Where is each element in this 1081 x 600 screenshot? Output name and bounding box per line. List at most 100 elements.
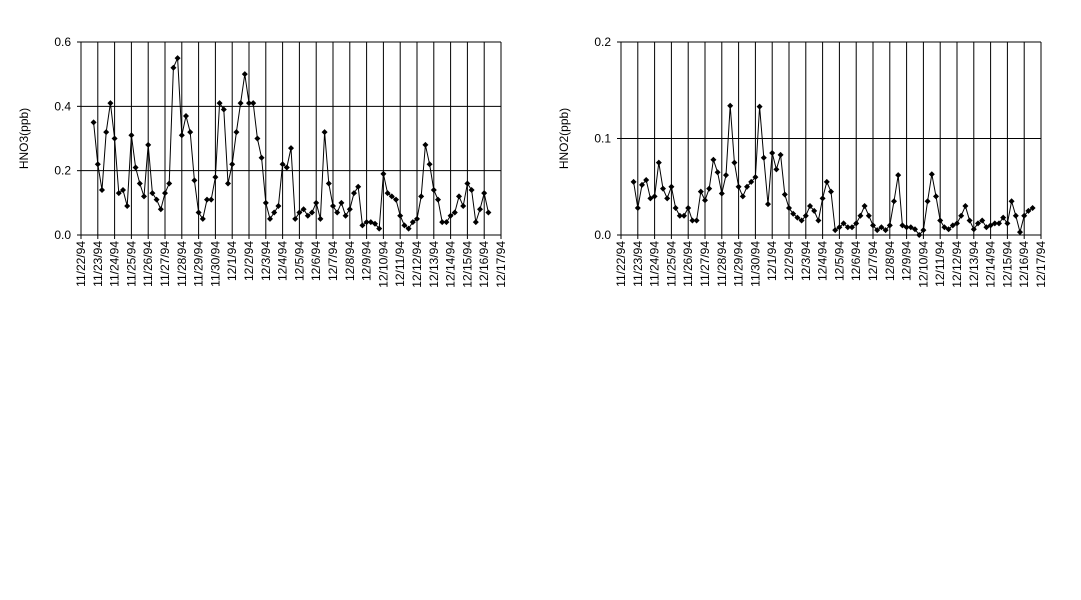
marker xyxy=(983,224,990,231)
marker xyxy=(397,212,404,219)
series-line xyxy=(93,57,489,230)
marker xyxy=(979,217,986,224)
marker xyxy=(435,196,441,203)
marker xyxy=(141,193,147,200)
marker xyxy=(191,177,198,184)
marker xyxy=(288,145,294,152)
marker xyxy=(882,227,889,234)
marker xyxy=(748,178,755,185)
marker xyxy=(346,206,353,213)
marker xyxy=(802,212,809,219)
marker xyxy=(216,100,223,107)
x-tick-label: 11/25/94 xyxy=(124,241,138,287)
marker xyxy=(1025,207,1032,214)
marker xyxy=(639,181,645,188)
marker xyxy=(685,204,692,211)
marker xyxy=(714,169,721,176)
marker xyxy=(844,224,851,231)
marker xyxy=(970,226,977,233)
marker xyxy=(111,135,118,142)
x-tick-label: 11/24/94 xyxy=(648,241,662,287)
marker xyxy=(237,100,244,107)
marker xyxy=(727,102,734,109)
marker xyxy=(966,217,973,224)
marker xyxy=(262,199,269,206)
marker xyxy=(773,166,780,173)
marker xyxy=(157,206,164,213)
y-tick-label: 0.2 xyxy=(594,35,611,49)
marker xyxy=(464,180,471,187)
marker xyxy=(279,161,286,168)
marker xyxy=(313,199,320,206)
marker xyxy=(664,195,671,202)
x-tick-label: 12/12/94 xyxy=(950,241,964,288)
marker xyxy=(468,186,475,193)
marker xyxy=(225,180,231,187)
marker xyxy=(954,220,960,227)
x-tick-label: 11/28/94 xyxy=(175,241,189,287)
x-tick-label: 12/16/94 xyxy=(1017,241,1031,288)
marker xyxy=(975,220,981,227)
marker xyxy=(128,132,135,139)
x-tick-label: 12/17/94 xyxy=(494,241,508,288)
marker xyxy=(426,161,433,168)
x-tick-label: 11/30/94 xyxy=(208,241,222,287)
x-tick-label: 12/10/94 xyxy=(376,241,390,288)
marker xyxy=(405,225,412,232)
marker xyxy=(149,190,156,197)
marker xyxy=(342,212,349,219)
marker xyxy=(94,161,101,168)
y-tick-label: 0.4 xyxy=(54,99,71,113)
x-tick-label: 11/23/94 xyxy=(91,241,105,287)
marker xyxy=(647,195,654,202)
x-tick-label: 12/9/94 xyxy=(360,241,374,281)
marker xyxy=(195,209,202,216)
marker xyxy=(1029,204,1036,211)
x-tick-label: 12/12/94 xyxy=(410,241,424,288)
marker xyxy=(630,178,637,185)
x-tick-label: 11/25/94 xyxy=(664,241,678,287)
marker xyxy=(283,164,290,171)
marker xyxy=(777,151,784,158)
marker xyxy=(760,154,767,161)
marker xyxy=(388,193,395,200)
marker xyxy=(933,193,939,200)
marker xyxy=(208,196,215,203)
marker xyxy=(752,174,759,181)
marker xyxy=(414,215,420,222)
marker xyxy=(899,222,906,229)
marker xyxy=(456,193,462,200)
x-tick-label: 12/14/94 xyxy=(444,241,458,288)
marker xyxy=(212,174,219,181)
marker xyxy=(958,212,965,219)
marker xyxy=(874,227,881,234)
marker xyxy=(204,196,210,203)
marker xyxy=(309,209,315,216)
marker xyxy=(924,198,931,205)
y-axis-label: HNO3(ppb) xyxy=(17,108,31,169)
marker xyxy=(271,209,278,216)
x-tick-label: 11/22/94 xyxy=(74,241,88,287)
marker xyxy=(304,212,311,219)
marker xyxy=(330,203,336,210)
marker xyxy=(422,141,429,148)
marker xyxy=(317,215,324,222)
marker xyxy=(756,103,763,110)
marker xyxy=(472,219,479,226)
marker xyxy=(991,220,998,227)
x-tick-label: 12/2/94 xyxy=(242,241,256,281)
marker xyxy=(372,220,378,227)
marker xyxy=(996,220,1002,227)
x-tick-label: 12/13/94 xyxy=(427,241,441,288)
x-tick-label: 12/7/94 xyxy=(326,241,340,281)
marker xyxy=(153,196,160,203)
marker xyxy=(681,212,687,219)
marker xyxy=(912,226,918,233)
marker xyxy=(786,204,792,211)
marker xyxy=(246,100,252,107)
x-tick-label: 12/10/94 xyxy=(916,241,930,288)
marker xyxy=(886,222,893,229)
marker xyxy=(710,156,717,163)
marker xyxy=(90,119,97,126)
marker xyxy=(300,206,307,213)
